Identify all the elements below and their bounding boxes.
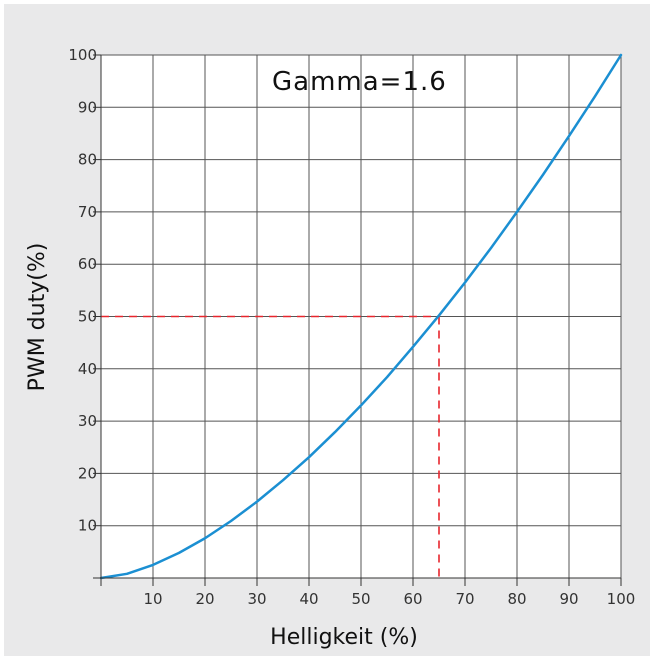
tick-labels: 10 20 30 40 50 60 70 80 90 100 10 20 30 40 50 60 70 80 90 1… bbox=[68, 46, 635, 608]
x-tick-label: 80 bbox=[507, 590, 526, 608]
y-tick-label: 70 bbox=[78, 203, 97, 221]
x-tick-label: 50 bbox=[351, 590, 370, 608]
x-axis-label: Helligkeit (%) bbox=[270, 625, 418, 650]
chart-panel: 10 20 30 40 50 60 70 80 90 100 10 20 30 40 50 60 70 80 90 1… bbox=[4, 4, 650, 656]
x-tick-label: 10 bbox=[143, 590, 162, 608]
x-tick-label: 100 bbox=[607, 590, 636, 608]
x-tick-label: 90 bbox=[559, 590, 578, 608]
y-tick-label: 10 bbox=[78, 517, 97, 535]
y-tick-label: 100 bbox=[68, 46, 97, 64]
reference-lines bbox=[101, 315, 440, 578]
gamma-annotation: Gamma=1.6 bbox=[272, 67, 447, 97]
y-tick-label: 80 bbox=[78, 151, 97, 169]
y-tick-label: 90 bbox=[78, 98, 97, 116]
y-tick-label: 60 bbox=[78, 255, 97, 273]
x-tick-label: 40 bbox=[299, 590, 318, 608]
y-tick-label: 50 bbox=[78, 308, 97, 326]
y-tick-label: 40 bbox=[78, 360, 97, 378]
x-tick-label: 60 bbox=[403, 590, 422, 608]
axes bbox=[93, 54, 622, 586]
x-tick-label: 30 bbox=[247, 590, 266, 608]
y-tick-label: 20 bbox=[78, 464, 97, 482]
series-layer bbox=[99, 53, 623, 580]
x-tick-label: 70 bbox=[455, 590, 474, 608]
y-tick-label: 30 bbox=[78, 412, 97, 430]
gamma-chart: 10 20 30 40 50 60 70 80 90 100 10 20 30 40 50 60 70 80 90 1… bbox=[25, 46, 635, 650]
x-tick-label: 20 bbox=[195, 590, 214, 608]
y-axis-label: PWM duty(%) bbox=[25, 243, 50, 392]
series-line bbox=[99, 53, 623, 580]
